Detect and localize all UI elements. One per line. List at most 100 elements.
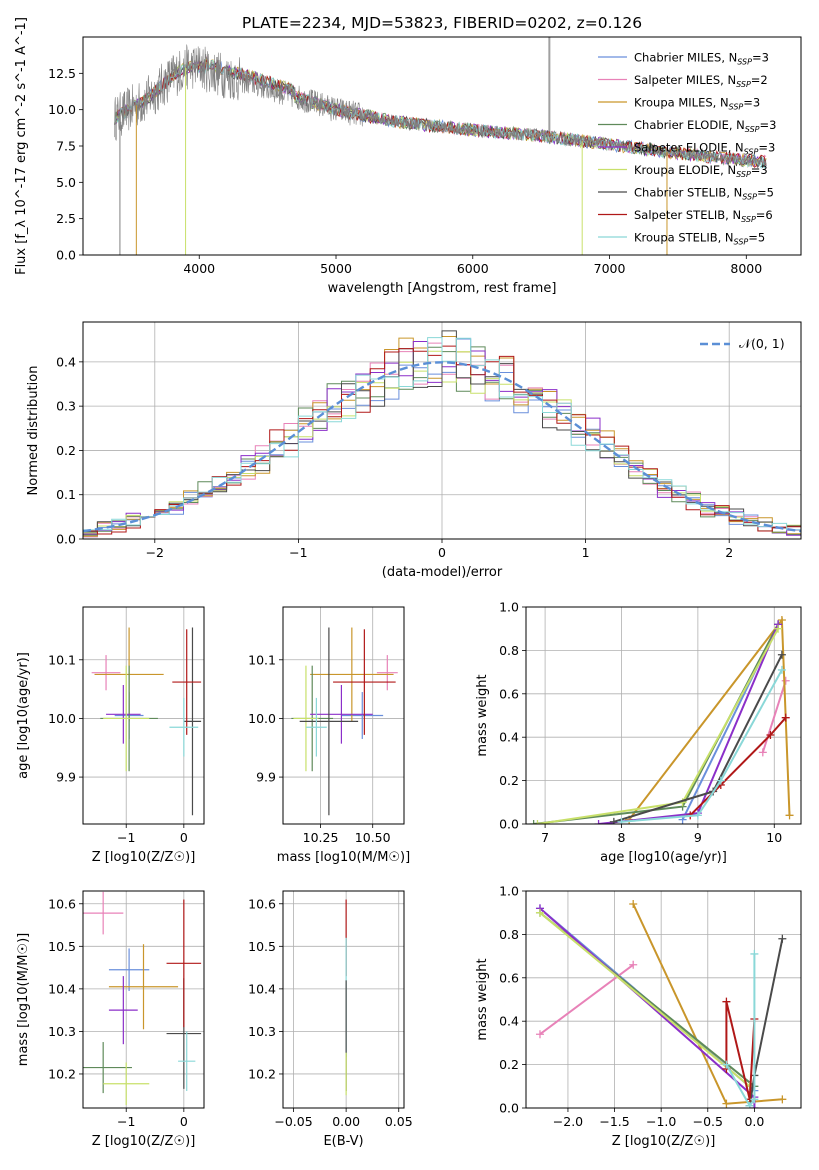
plus-marker [777,665,786,674]
weight-series-salpeter-miles [758,676,790,757]
errorbar-point-kroupa-miles [310,627,394,722]
axes: −2.0 −1.5 −1.0 −0.5 0.0 0.0 0.2 0.4 0.6 0.8 1.0 Z [… [475,884,802,1149]
errorbar-point-salpeter-stelib [333,629,396,735]
plus-marker [774,624,783,633]
y-tick-label: 10.1 [248,652,276,667]
y-axis-label: age [log10(age/yr)] [16,652,31,779]
errorbar-point-salpeter-elodie [106,685,141,744]
plot-area [535,900,787,1108]
y-tick-label: 0.0 [56,532,76,547]
y-tick-label: 0.2 [499,773,519,788]
y-tick-label: 10.3 [248,1024,276,1039]
y-tick-label: 0.6 [499,970,519,985]
y-tick-label: 0.1 [56,487,76,502]
plus-marker [629,900,638,909]
y-tick-label: 0.0 [56,248,76,263]
errorbar-point-chabrier-elodie [83,1042,132,1094]
y-tick-label: 12.5 [48,66,76,81]
mass-vs-extinction-panel: −0.05 0.00 0.05 10.2 10.3 10.4 10.5 10.6 E(B-V) [248,890,413,1149]
errorbar-point-salpeter-stelib [166,899,202,1028]
y-tick-label: 10.4 [248,981,276,996]
x-axis-label: Z [log10(Z/Z☉)] [92,1134,196,1149]
axes-frame [525,890,802,1109]
legend-entry: 𝒩(0, 1) [739,336,785,351]
plus-marker [693,811,702,820]
y-tick-label: 0.0 [499,817,519,832]
axes-frame [282,890,405,1109]
axes-frame [82,890,205,1109]
x-tick-label: 0.0 [744,1114,764,1129]
axes-frame [82,606,205,825]
x-tick-label: 0 [180,830,188,845]
x-tick-label: −1.0 [646,1114,676,1129]
mass-weight-vs-metallicity-panel: −2.0 −1.5 −1.0 −0.5 0.0 0.0 0.2 0.4 0.6 0.8 1.0 Z [… [475,884,802,1149]
errorbar-point-kroupa-stelib [169,697,199,757]
y-tick-label: 10.1 [48,652,76,667]
plus-marker [766,731,775,740]
x-axis-label: mass [log10(M/M☉)] [277,850,410,865]
axes: 7 8 9 10 0.0 0.2 0.4 0.6 0.8 1.0 age [log10(age/yr… [475,600,802,865]
plot-area [83,330,801,539]
legend-entry: Salpeter ELODIE, NSSP=3 [634,141,775,157]
observed-spectrum [114,44,767,167]
x-tick-label: 4000 [183,261,215,276]
spectrum-panel: 4000 5000 6000 7000 8000 0.0 2.5 5.0 7.5 10.0 12.5… [14,17,802,296]
x-axis-label: Z [log10(Z/Z☉)] [92,850,196,865]
y-tick-label: 0.4 [499,1014,519,1029]
plus-marker [777,616,786,625]
legend-entry: Chabrier MILES, NSSP=3 [634,51,769,67]
y-tick-label: 10.6 [48,896,76,911]
y-tick-label: 0.4 [56,354,76,369]
mass-vs-metallicity-panel: −1 0 10.2 10.3 10.4 10.5 10.6 Z [log10(Z/Z☉)] ma… [16,890,205,1149]
y-tick-label: 1.0 [499,600,519,615]
plus-marker [535,1030,544,1039]
x-tick-label: 8000 [730,261,762,276]
y-tick-label: 10.2 [248,1066,276,1081]
age-vs-metallicity-panel: −1 0 9.9 10.0 10.1 Z [log10(Z/Z☉)] age [log10(… [16,606,205,865]
plus-marker [533,820,542,824]
residuals-panel: −2 −1 0 1 2 0.0 0.1 0.2 0.3 0.4 (data-model)/error… [26,321,802,580]
y-axis-label: mass weight [475,674,490,756]
series-line [539,911,751,1088]
y-tick-label: 0.4 [499,730,519,745]
plus-marker [609,817,618,824]
y-tick-label: 5.0 [56,175,76,190]
y-axis-label: mass [log10(M/M☉)] [16,933,31,1066]
axes: 10.25 10.50 9.9 10.0 10.1 mass [log10(M/M☉)] [248,606,410,865]
errorbar-point-kroupa-miles [108,944,179,1030]
series-line [689,717,787,817]
x-tick-label: 10.25 [303,830,339,845]
plus-marker [750,1104,759,1108]
weight-series-kroupa-elodie [533,624,783,824]
errorbar-point-kroupa-elodie [103,1062,150,1106]
plus-marker [781,676,790,685]
errorbar-point-salpeter-miles [83,891,124,935]
plus-marker [722,1099,731,1108]
y-tick-label: 0.0 [499,1101,519,1116]
plus-marker [781,713,790,722]
errorbar-point-kroupa-stelib [305,697,327,757]
x-tick-label: −1.5 [599,1114,629,1129]
x-axis-label: age [log10(age/yr)] [600,850,727,865]
y-tick-label: 10.0 [48,711,76,726]
legend-entry: Kroupa STELIB, NSSP=5 [634,231,765,247]
plus-marker [617,817,626,824]
axes-frame [282,606,405,825]
legend-entry: Kroupa ELODIE, NSSP=3 [634,163,768,179]
plus-marker [758,748,767,757]
x-tick-label: 5000 [320,261,352,276]
x-axis-label: wavelength [Angstrom, rest frame] [328,281,557,296]
errorbar-point-chabrier-stelib [299,627,359,816]
x-axis-label: Z [log10(Z/Z☉)] [612,1134,716,1149]
weight-series-kroupa-stelib [617,665,786,824]
plus-marker [750,949,759,958]
series-line [621,669,783,823]
errorbar-point-salpeter-elodie [310,685,373,744]
legend-entry: Salpeter MILES, NSSP=2 [634,73,768,89]
y-axis-label: Normed distribution [26,366,41,496]
plus-marker [722,1060,731,1069]
plus-marker [778,1095,787,1104]
y-tick-label: 10.6 [248,896,276,911]
weight-series-kroupa-stelib [722,949,759,1108]
x-tick-label: −1 [289,545,307,560]
